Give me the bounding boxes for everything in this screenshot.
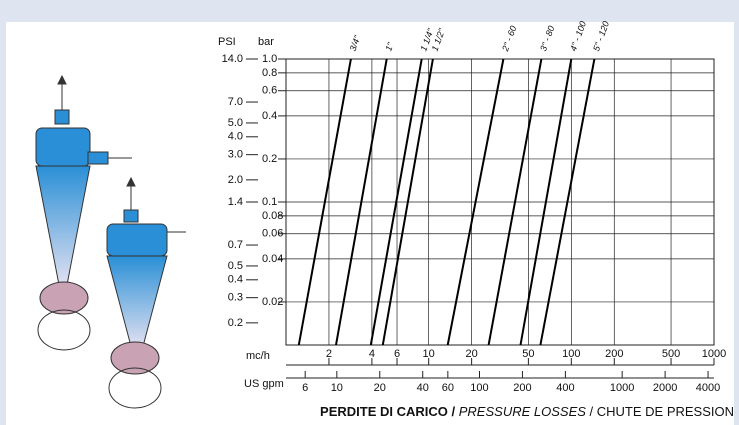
y2-tick-label: 14.0: [222, 53, 243, 65]
y-axis-label: bar: [258, 36, 274, 48]
y2-tick-label: 1.4: [228, 196, 243, 208]
x-tick-label: 100: [562, 348, 580, 360]
y-tick-label: 0.04: [262, 253, 283, 265]
y-tick-label: 0.1: [262, 196, 277, 208]
x-tick-label: 2: [326, 348, 332, 360]
footer-en: PRESSURE LOSSES: [459, 404, 586, 419]
y-tick-label: 0.6: [262, 85, 277, 97]
x2-tick-label: 4000: [696, 382, 720, 394]
y2-tick-label: 3.0: [228, 149, 243, 161]
x2-tick-label: 60: [442, 382, 454, 394]
y2-tick-label: 4.0: [228, 131, 243, 143]
y-tick-label: 1.0: [262, 53, 277, 65]
y2-tick-label: 0.4: [228, 274, 243, 286]
x2-tick-label: 1000: [610, 382, 634, 394]
x-tick-label: 20: [465, 348, 477, 360]
y2-tick-label: 2.0: [228, 174, 243, 186]
x2-tick-label: 10: [331, 382, 343, 394]
y-tick-label: 0.02: [262, 296, 283, 308]
x-tick-label: 500: [662, 348, 680, 360]
x2-tick-label: 100: [470, 382, 488, 394]
x2-tick-label: 6: [302, 382, 308, 394]
x2-tick-label: 200: [513, 382, 531, 394]
y-tick-label: 0.2: [262, 153, 277, 165]
x-tick-label: 4: [369, 348, 375, 360]
x-tick-label: 1000: [702, 348, 726, 360]
y-tick-label: 0.06: [262, 228, 283, 240]
x-tick-label: 6: [394, 348, 400, 360]
y2-tick-label: 0.7: [228, 239, 243, 251]
page: PSI bar mc/h US gpm PERDITE DI CARICO / …: [0, 0, 739, 425]
x2-axis-label: US gpm: [244, 378, 284, 390]
y2-tick-label: 0.2: [228, 317, 243, 329]
y2-tick-label: 7.0: [228, 96, 243, 108]
y-tick-label: 0.08: [262, 210, 283, 222]
x2-tick-label: 40: [417, 382, 429, 394]
x2-tick-label: 2000: [653, 382, 677, 394]
x-axis-label: mc/h: [246, 350, 270, 362]
y-tick-label: 0.4: [262, 110, 277, 122]
y-tick-label: 0.8: [262, 67, 277, 79]
y2-tick-label: 0.3: [228, 292, 243, 304]
y2-tick-label: 0.5: [228, 260, 243, 272]
x-tick-label: 200: [605, 348, 623, 360]
x-tick-label: 50: [522, 348, 534, 360]
x-tick-label: 10: [423, 348, 435, 360]
y2-axis-label: PSI: [218, 36, 236, 48]
footer-fr: / CHUTE DE PRESSION: [590, 404, 734, 419]
x2-tick-label: 400: [556, 382, 574, 394]
footer-it: PERDITE DI CARICO /: [320, 404, 455, 419]
x2-tick-label: 20: [374, 382, 386, 394]
y2-tick-label: 5.0: [228, 117, 243, 129]
footer: PERDITE DI CARICO / PRESSURE LOSSES / CH…: [320, 404, 734, 419]
